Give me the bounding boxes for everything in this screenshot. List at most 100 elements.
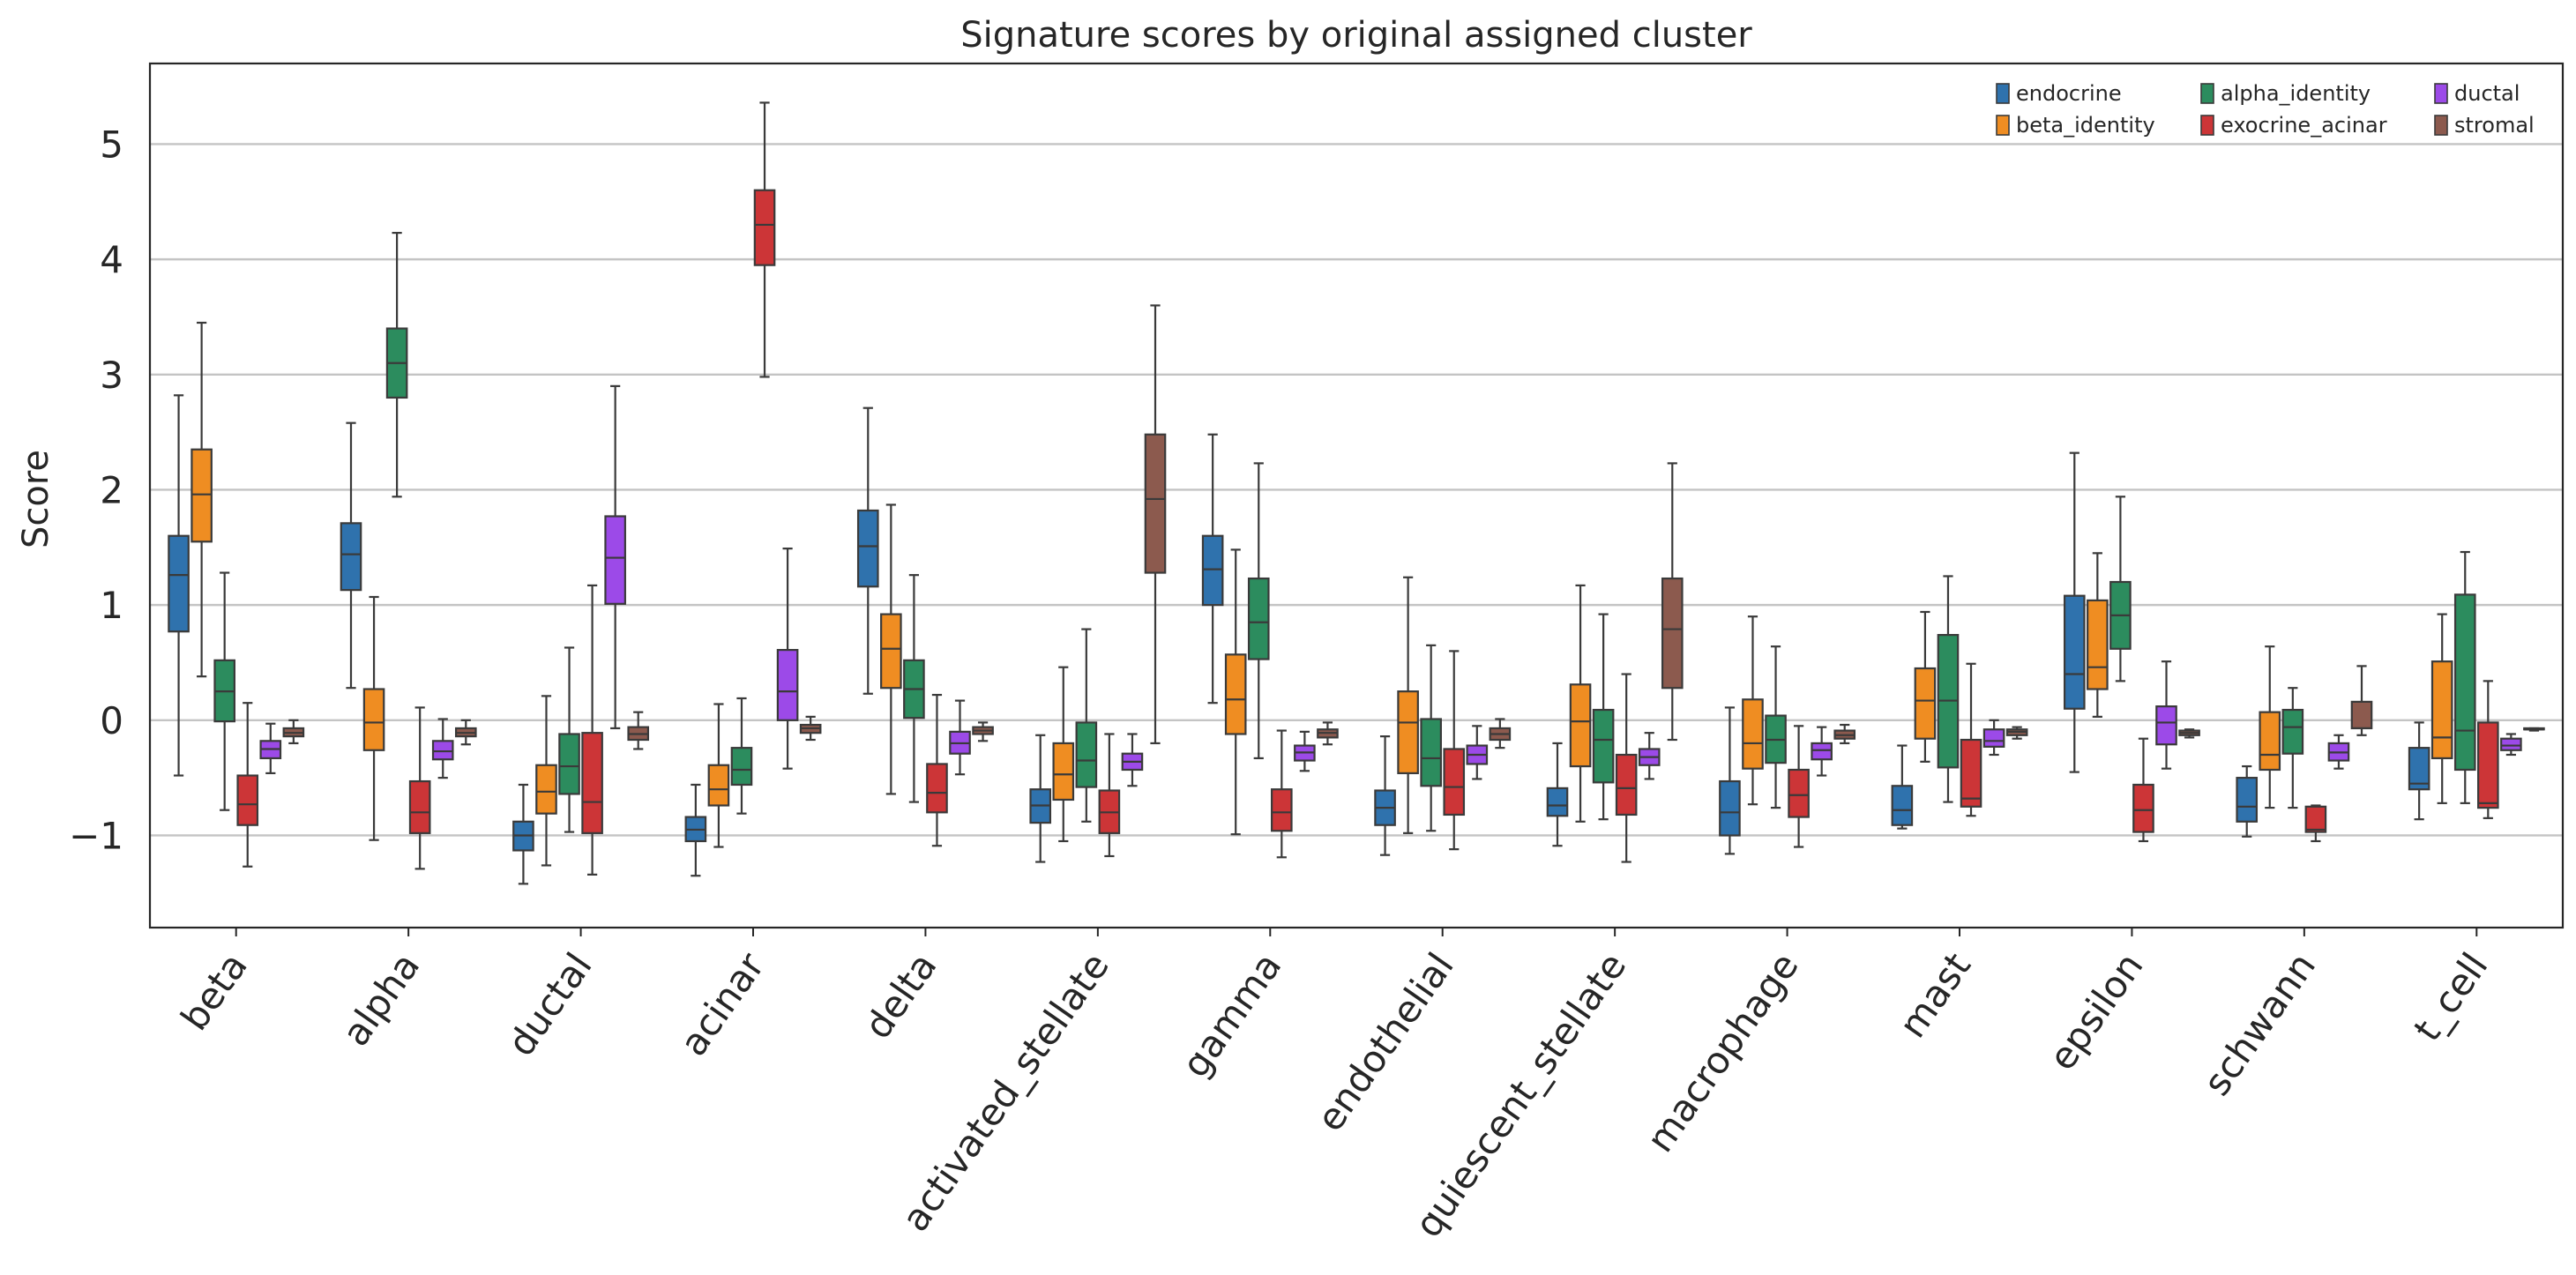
box-alpha-identity-beta — [213, 571, 235, 811]
box-exocrine-acinar-gamma — [1271, 729, 1293, 859]
legend-entry-stromal: stromal — [2434, 113, 2535, 138]
box-stromal-acinar — [799, 715, 822, 742]
box-ductal-endothelial — [1466, 725, 1489, 780]
box-body — [2132, 783, 2154, 833]
box-stromal-beta — [282, 719, 305, 745]
box-body — [1247, 577, 1270, 660]
chart-title: Signature scores by original assigned cl… — [960, 15, 1752, 56]
box-body — [604, 515, 626, 605]
box-ductal-ductal — [604, 384, 626, 730]
category-group-endothelial — [1374, 576, 1512, 856]
legend-entry-exocrine-acinar: exocrine_acinar — [2200, 113, 2387, 138]
y-tick-label: 0 — [100, 699, 123, 742]
box-body — [856, 509, 879, 588]
gridlines — [150, 143, 2563, 837]
legend-label: alpha_identity — [2221, 81, 2371, 106]
box-body — [1982, 728, 2005, 748]
box-body — [1224, 653, 1247, 735]
box-ductal-beta — [259, 722, 282, 775]
box-stromal-macrophage — [1833, 723, 1856, 745]
legend: endocrine beta_identity alpha_identityexoc… — [1996, 81, 2535, 138]
legend-swatch — [2434, 115, 2448, 136]
y-tick-label: 1 — [100, 584, 123, 627]
box-alpha-identity-activated-stellate — [1075, 628, 1098, 823]
box-endocrine-t-cell — [2408, 721, 2430, 821]
box-alpha-identity-ductal — [558, 646, 580, 833]
box-body — [1569, 683, 1592, 768]
box-body — [2453, 593, 2476, 772]
box-beta-identity-delta — [880, 503, 902, 795]
legend-entry-beta-identity: beta_identity — [1996, 113, 2155, 138]
box-beta-identity-beta — [190, 321, 213, 678]
box-alpha-identity-gamma — [1247, 462, 1270, 760]
box-ductal-gamma — [1294, 730, 1316, 772]
box-body — [776, 648, 799, 721]
box-endocrine-schwann — [2236, 764, 2259, 838]
box-exocrine-acinar-endothelial — [1443, 650, 1466, 851]
y-tick-label: 3 — [100, 354, 123, 397]
box-endocrine-ductal — [512, 783, 534, 885]
category-group-beta — [168, 321, 305, 868]
box-body — [2430, 660, 2453, 760]
box-stromal-delta — [972, 721, 994, 742]
box-body — [340, 522, 362, 592]
box-body — [558, 733, 580, 795]
box-body — [1443, 748, 1466, 816]
box-alpha-identity-t-cell — [2453, 550, 2476, 804]
box-stromal-gamma — [1317, 721, 1339, 746]
box-body — [1592, 708, 1615, 784]
box-alpha-identity-mast — [1937, 575, 1960, 803]
box-exocrine-acinar-activated-stellate — [1098, 733, 1121, 858]
category-group-ductal — [512, 384, 650, 885]
box-beta-identity-mast — [1914, 610, 1937, 763]
box-body — [1788, 768, 1810, 818]
legend-label: stromal — [2454, 113, 2535, 138]
y-axis-ticks: −1 0 1 2 3 4 5 — [69, 123, 123, 857]
legend-swatch — [2434, 83, 2448, 104]
box-alpha-identity-macrophage — [1765, 645, 1787, 809]
box-exocrine-acinar-mast — [1960, 662, 1982, 817]
box-beta-identity-ductal — [535, 695, 557, 867]
box-endocrine-beta — [168, 394, 190, 777]
box-ductal-delta — [949, 699, 971, 776]
box-body — [431, 740, 454, 761]
box-ductal-acinar — [776, 548, 799, 770]
box-body — [1960, 738, 1982, 808]
box-endocrine-acinar — [684, 783, 707, 877]
box-body — [730, 747, 753, 787]
box-body — [535, 764, 557, 815]
box-ductal-t-cell — [2500, 733, 2522, 757]
category-group-macrophage — [1719, 615, 1856, 855]
box-endocrine-endothelial — [1374, 734, 1396, 856]
box-stromal-schwann — [2350, 665, 2373, 736]
legend-label: exocrine_acinar — [2221, 113, 2387, 138]
box-body — [1397, 690, 1419, 775]
box-body — [2155, 705, 2177, 746]
box-body — [2236, 777, 2259, 823]
legend-swatch — [2200, 115, 2214, 136]
box-body — [707, 764, 730, 807]
box-stromal-epsilon — [2178, 728, 2200, 739]
category-group-schwann — [2236, 645, 2373, 843]
box-stromal-t-cell — [2523, 727, 2545, 732]
box-body — [1144, 433, 1167, 574]
box-endocrine-alpha — [340, 421, 362, 690]
box-body — [1742, 698, 1764, 770]
box-body — [926, 763, 948, 814]
box-alpha-identity-schwann — [2281, 687, 2304, 809]
category-group-quiescent-stellate — [1546, 462, 1684, 863]
legend-label: ductal — [2454, 81, 2520, 106]
box-beta-identity-alpha — [362, 595, 385, 841]
box-exocrine-acinar-quiescent-stellate — [1615, 673, 1638, 863]
box-ductal-quiescent-stellate — [1638, 732, 1661, 780]
box-body — [1052, 742, 1075, 802]
box-body — [2281, 708, 2304, 755]
box-body — [1271, 788, 1293, 832]
box-body — [168, 534, 190, 633]
box-alpha-identity-quiescent-stellate — [1592, 613, 1615, 821]
box-endocrine-mast — [1891, 744, 1914, 830]
box-exocrine-acinar-delta — [926, 693, 948, 847]
box-ductal-macrophage — [1811, 726, 1833, 777]
box-body — [408, 779, 431, 834]
box-beta-identity-schwann — [2259, 645, 2281, 809]
